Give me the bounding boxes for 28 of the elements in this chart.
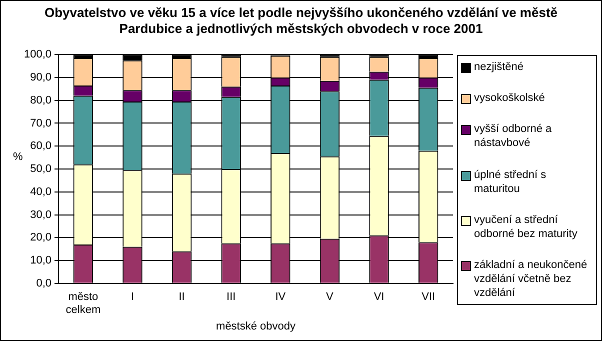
x-tick-label: město celkem: [66, 291, 101, 316]
x-tick-label: II: [178, 291, 185, 304]
y-tick-label: 40,0: [30, 186, 52, 198]
x-tick-label: VII: [422, 291, 436, 304]
legend-label: základní a neukončené vzdělání včetně bez vzdělání: [474, 258, 588, 300]
x-tick-label: VI: [374, 291, 384, 304]
x-tick-label: III: [226, 291, 236, 304]
legend-label: vyšší odborné a nástavbové: [474, 122, 553, 150]
legend-label: vyučení a střední odborné bez maturity: [474, 212, 578, 241]
legend-label: úplné střední s maturitou: [474, 168, 548, 196]
y-tick-label: 10,0: [30, 254, 52, 267]
y-tick-label: 80,0: [30, 94, 52, 106]
y-tick-label: 20,0: [30, 232, 52, 244]
y-tick-label: 0,0: [36, 277, 52, 290]
x-axis-title: městské obvody: [216, 320, 296, 332]
x-tick-label: V: [326, 291, 334, 304]
y-tick-label: 50,0: [30, 163, 52, 176]
y-tick-label: 70,0: [30, 117, 52, 130]
y-tick-label: 60,0: [30, 140, 52, 152]
legend-label: nezjištěné: [474, 60, 524, 74]
x-tick-label: I: [130, 291, 134, 304]
legend-label: vysokoškolské: [474, 91, 545, 106]
y-tick-label: 100,0: [24, 48, 52, 61]
y-tick-label: 30,0: [30, 208, 52, 221]
y-axis-title: %: [13, 151, 23, 163]
chart-title: Obyvatelstvo ve věku 15 a více let podle nejvyššího ukončeného vzdělání ve městě Pardubice a jednotlivých městských obvodech v roce 2001: [44, 5, 558, 37]
y-tick-label: 90,0: [30, 72, 52, 84]
x-tick-label: IV: [275, 291, 286, 304]
